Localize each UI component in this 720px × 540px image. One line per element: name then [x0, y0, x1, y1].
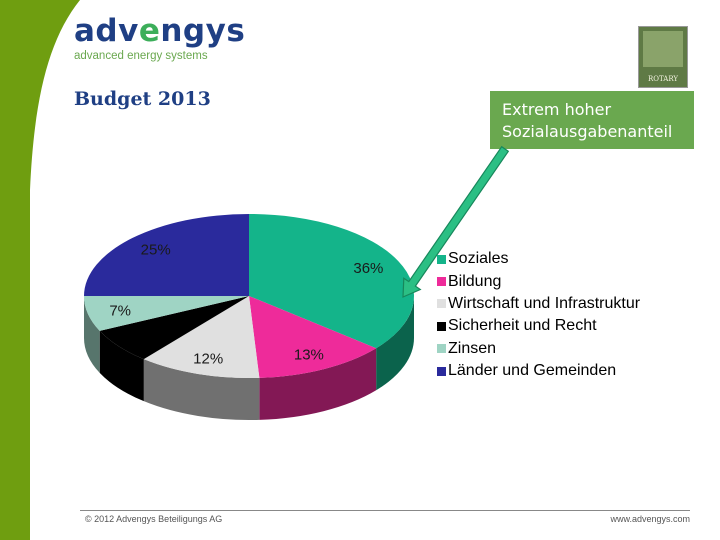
chart-title: Budget 2013 — [74, 88, 211, 110]
legend-item: Wirtschaft und Infrastruktur — [437, 293, 640, 315]
pie-data-label: 7% — [109, 302, 131, 319]
legend-item: Bildung — [437, 270, 640, 292]
footer-divider — [80, 510, 690, 511]
rotary-wheel-icon — [643, 31, 683, 67]
pie-slice — [84, 214, 249, 296]
pie-data-label: 36% — [353, 260, 383, 277]
legend-item: Zinsen — [437, 338, 640, 360]
side-band — [0, 0, 80, 540]
legend-swatch — [437, 277, 446, 287]
side-band-shape — [0, 0, 80, 540]
callout-line-2: Sozialausgabenanteil — [502, 122, 673, 141]
legend-label: Sicherheit und Recht — [448, 317, 597, 335]
pie-data-label: 13% — [294, 347, 324, 364]
legend-label: Soziales — [448, 250, 509, 268]
legend-label: Länder und Gemeinden — [448, 362, 617, 380]
legend-item: Länder und Gemeinden — [437, 360, 640, 382]
callout-line-1: Extrem hoher — [502, 100, 612, 119]
chart-legend: Soziales Bildung Wirtschaft und Infrastruk… — [437, 248, 640, 382]
company-logo: advengys advanced energy systems — [74, 14, 245, 62]
footer-copyright: © 2012 Advengys Beteiligungs AG — [85, 514, 223, 524]
callout-box: Extrem hoher Sozialausgabenanteil — [490, 91, 694, 149]
pie-slice-side — [143, 359, 260, 421]
legend-item: Sicherheit und Recht — [437, 315, 640, 337]
callout-arrow — [402, 145, 510, 298]
legend-swatch — [437, 299, 446, 309]
legend-swatch — [437, 344, 446, 354]
pie-slice-side — [99, 330, 144, 402]
logo-tagline: advanced energy systems — [74, 50, 208, 62]
pie-slice — [84, 296, 249, 331]
pie-slice-side — [376, 296, 414, 391]
footer-url: www.advengys.com — [610, 514, 690, 524]
legend-swatch — [437, 321, 446, 331]
rotary-logo: ROTARY — [638, 26, 688, 88]
pie-slice — [249, 296, 377, 378]
legend-swatch — [437, 366, 446, 376]
logo-wordmark: advengys — [74, 13, 246, 49]
rotary-label: ROTARY — [647, 75, 679, 83]
pie-data-label: 25% — [141, 242, 171, 259]
legend-label: Zinsen — [448, 339, 497, 357]
pie-data-label: 12% — [193, 350, 223, 367]
legend-item: Soziales — [437, 248, 640, 270]
pie-slice-side — [84, 296, 100, 373]
pie-top-group — [84, 214, 414, 379]
pie-label-group: 36% 13% 12% 7% 25% — [109, 242, 383, 368]
callout-arrow-shape — [402, 145, 510, 298]
pie-slice — [249, 214, 414, 349]
pie-slice-side — [259, 348, 377, 420]
callout-text: Extrem hoher Sozialausgabenanteil — [502, 99, 672, 143]
legend-swatch — [437, 254, 446, 264]
legend-label: Bildung — [448, 272, 502, 290]
pie-side-group — [84, 296, 414, 421]
legend-label: Wirtschaft und Infrastruktur — [448, 294, 641, 312]
pie-slice — [99, 296, 249, 360]
pie-slice — [143, 296, 260, 379]
